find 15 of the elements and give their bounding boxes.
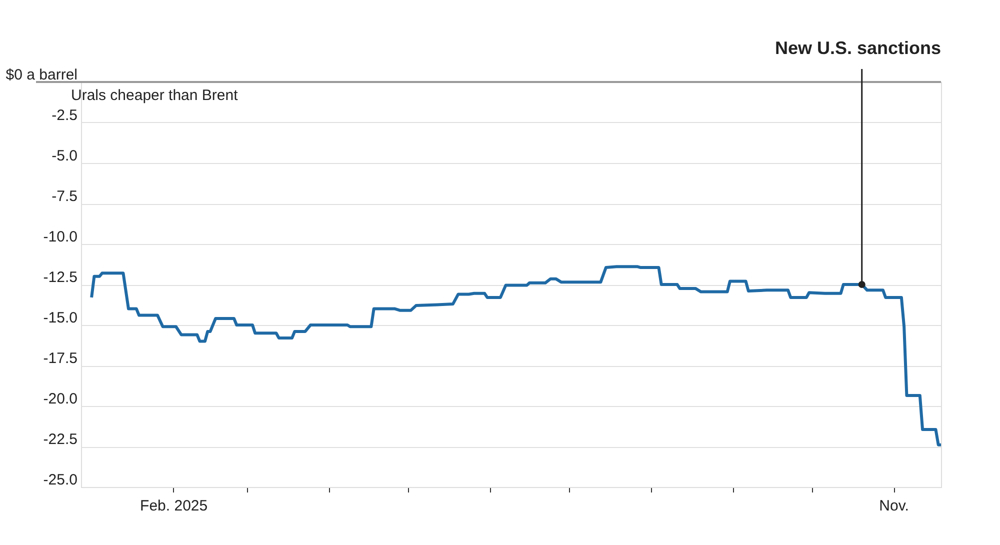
y-tick-label: -12.5 [43,269,78,286]
x-tick-label: Feb. 2025 [140,498,208,514]
y-tick-label: -17.5 [43,350,78,367]
y-tick-label: -2.5 [52,107,78,124]
ref-line-label: New U.S. sanctions [774,38,941,58]
y-tick-label: -22.5 [43,431,78,448]
y-tick-label: -10.0 [43,228,78,246]
y-tick-label: -5.0 [52,148,78,164]
y-tick-label: -20.0 [43,390,78,408]
annotation: Urals cheaper than Brent [71,87,239,104]
y-tick-label: -25.0 [43,472,78,488]
y-tick-label: -15.0 [43,310,78,326]
x-tick-label: Nov. [879,498,909,514]
y-tick-label: -7.5 [52,188,78,205]
y-tick-label: $0 a barrel [6,66,78,84]
